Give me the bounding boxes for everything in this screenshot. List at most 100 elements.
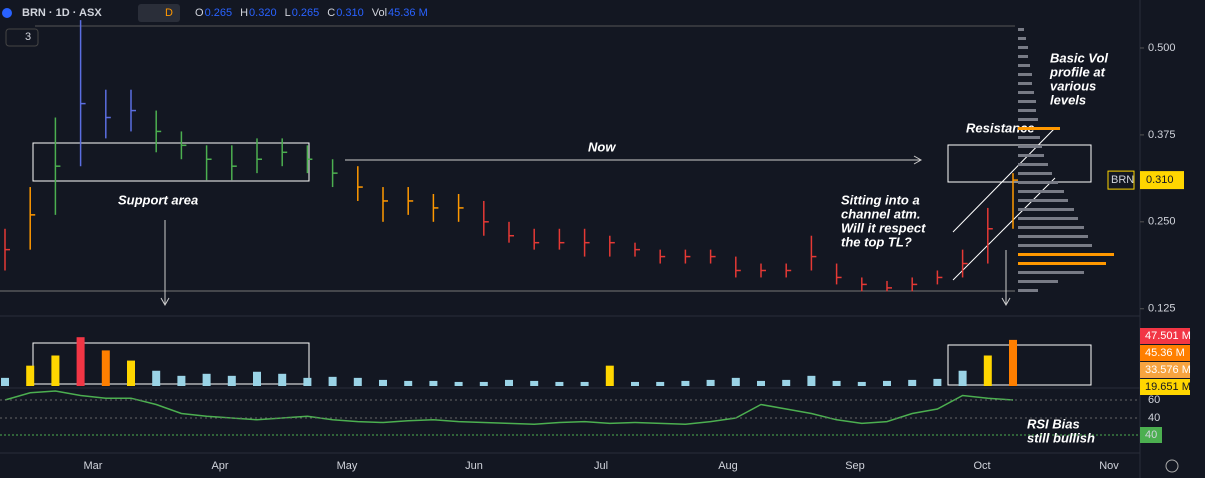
annotation: Now xyxy=(588,139,616,154)
volume-box xyxy=(947,344,1092,386)
volume-bar xyxy=(454,381,463,386)
y-tick-label: 0.500 xyxy=(1148,42,1176,54)
x-tick-label: Oct xyxy=(973,460,990,472)
volume-profile-bar xyxy=(1018,154,1044,157)
rsi-tick-label: 60 xyxy=(1148,394,1160,406)
volume-level-bg xyxy=(1140,328,1190,344)
volume-bar xyxy=(127,360,135,386)
volume-bar xyxy=(706,379,715,386)
price-tag-bg xyxy=(1140,171,1184,190)
field-value: 45.36 M xyxy=(388,7,428,19)
volume-profile-bar xyxy=(1018,271,1084,274)
volume-bar xyxy=(379,379,387,386)
y-tick-label: 0.375 xyxy=(1148,129,1176,141)
volume-profile-bar xyxy=(1018,262,1106,265)
volume-profile-bar xyxy=(1018,28,1024,31)
volume-profile-bar xyxy=(1018,73,1032,76)
volume-bar xyxy=(429,380,438,386)
rsi-tick-label: 40 xyxy=(1148,412,1160,424)
volume-bar xyxy=(757,380,765,386)
support-box xyxy=(32,142,310,182)
y-tick-label: 0.125 xyxy=(1148,303,1176,315)
x-tick-label: Aug xyxy=(718,460,738,472)
volume-bar xyxy=(807,375,816,386)
rsi-bias-bg xyxy=(1140,427,1162,443)
arrow-head xyxy=(913,155,923,165)
arrow-head xyxy=(160,297,170,307)
volume-bar xyxy=(328,376,337,386)
annotation: Support area xyxy=(118,192,198,207)
x-tick-label: Apr xyxy=(211,460,228,472)
annotation: Resistance xyxy=(966,120,1035,135)
volume-profile-bar xyxy=(1018,199,1068,202)
volume-bar xyxy=(530,380,539,386)
volume-profile-bar xyxy=(1018,136,1040,139)
volume-bar xyxy=(908,379,917,386)
volume-bar xyxy=(76,337,85,386)
volume-bar xyxy=(857,381,866,386)
volume-profile-bar xyxy=(1018,190,1064,193)
volume-profile-bar xyxy=(1018,118,1038,121)
volume-profile-bar xyxy=(1018,55,1028,58)
volume-profile-bar xyxy=(1018,37,1026,40)
rsi-bias-label: 40 xyxy=(1145,429,1157,441)
settings-icon[interactable] xyxy=(1165,459,1179,473)
volume-bar xyxy=(832,380,841,386)
annotation: channel atm. xyxy=(841,206,920,221)
logo xyxy=(2,8,12,18)
volume-profile-bar xyxy=(1018,91,1034,94)
field-label: C xyxy=(327,7,335,19)
volume-box xyxy=(32,342,310,385)
symbol: BRN · 1D · ASX xyxy=(22,7,102,19)
field-value: 0.265 xyxy=(205,7,233,19)
field-label: L xyxy=(285,7,291,19)
annotation: RSI Bias xyxy=(1027,416,1080,431)
volume-bar xyxy=(681,380,690,386)
field-value: 0.265 xyxy=(292,7,320,19)
volume-profile-bar xyxy=(1018,100,1036,103)
annotation: Will it respect xyxy=(841,220,926,235)
annotation: Sitting into a xyxy=(841,192,920,207)
volume-profile-bar xyxy=(1018,82,1032,85)
layout xyxy=(0,0,1179,478)
volume-level-label: 33.576 M xyxy=(1145,364,1191,376)
annotation: the top TL? xyxy=(841,234,912,249)
volume-profile-bar xyxy=(1018,172,1052,175)
volume-level-bg xyxy=(1140,379,1190,395)
field-value: 0.320 xyxy=(249,7,277,19)
volume-bar xyxy=(479,381,488,386)
volume-bar xyxy=(883,380,891,386)
volume-bar xyxy=(631,381,639,386)
annotation: Basic Vol xyxy=(1050,50,1108,65)
rsi-line xyxy=(4,390,1014,426)
x-tick-label: Jul xyxy=(594,460,608,472)
volume-bar xyxy=(202,373,211,386)
price-tag-value: 0.310 xyxy=(1146,174,1174,186)
volume-profile-bar xyxy=(1018,289,1038,292)
volume-bar xyxy=(958,370,967,386)
badge: D xyxy=(165,7,173,19)
x-tick-label: Nov xyxy=(1099,460,1119,472)
volume-bar xyxy=(782,379,791,386)
volume-profile-bar xyxy=(1018,64,1030,67)
price-tag-bg xyxy=(1107,170,1135,190)
volume-profile-bar xyxy=(1018,127,1060,130)
volume-bar xyxy=(933,378,942,386)
annotation: still bullish xyxy=(1027,430,1095,445)
x-tick-label: Mar xyxy=(84,460,103,472)
volume-level-label: 19.651 M xyxy=(1145,381,1191,393)
collapse-button[interactable] xyxy=(5,28,39,47)
volume-profile-bar xyxy=(1018,46,1028,49)
volume-bar xyxy=(605,365,614,386)
annotation: various xyxy=(1050,78,1096,93)
badge-bg xyxy=(138,4,180,22)
volume-profile-bar xyxy=(1018,253,1114,256)
volume-profile-bar xyxy=(1018,217,1078,220)
price-tag-symbol: BRN xyxy=(1111,174,1134,186)
volume-level-label: 45.36 M xyxy=(1145,347,1185,359)
volume-bar xyxy=(983,355,992,386)
volume-profile-bar xyxy=(1018,244,1092,247)
volume-profile-bar xyxy=(1018,163,1048,166)
volume-bar xyxy=(1009,339,1017,386)
